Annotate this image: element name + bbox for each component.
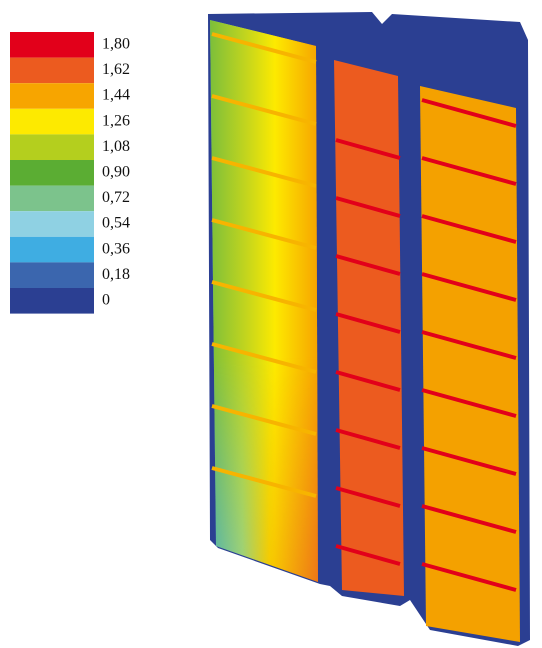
legend-label: 1,08: [102, 138, 130, 155]
legend-label: 1,62: [102, 61, 130, 78]
legend-swatch: [10, 262, 94, 288]
legend-label: 0,72: [102, 189, 130, 206]
legend-swatch: [10, 109, 94, 135]
legend-swatch: [10, 83, 94, 109]
left-strip: [210, 20, 318, 582]
legend-swatch: [10, 160, 94, 186]
legend-swatch: [10, 211, 94, 237]
legend-label: 0,18: [102, 266, 130, 283]
legend-label: 0,36: [102, 240, 130, 257]
model: [208, 12, 530, 646]
legend-swatch: [10, 186, 94, 212]
legend-label: 1,80: [102, 35, 130, 52]
legend-label: 1,26: [102, 112, 130, 129]
figure: 1,80 1,62 1,44 1,26 1,08 0,90 0,72 0,54 0,36 0,18…: [0, 0, 542, 648]
legend: 1,80 1,62 1,44 1,26 1,08 0,90 0,72 0,54 0,36 0,18…: [10, 32, 130, 314]
legend-swatch: [10, 58, 94, 84]
page: {"legend": {"items": [ {"label": "1,80",…: [0, 0, 542, 648]
legend-label: 0,90: [102, 163, 130, 180]
legend-label: 0,54: [102, 215, 130, 232]
legend-label: 0: [102, 291, 110, 308]
legend-label: 1,44: [102, 87, 130, 104]
legend-swatch: [10, 288, 94, 314]
legend-swatch: [10, 237, 94, 263]
legend-swatch: [10, 32, 94, 58]
legend-swatch: [10, 134, 94, 160]
